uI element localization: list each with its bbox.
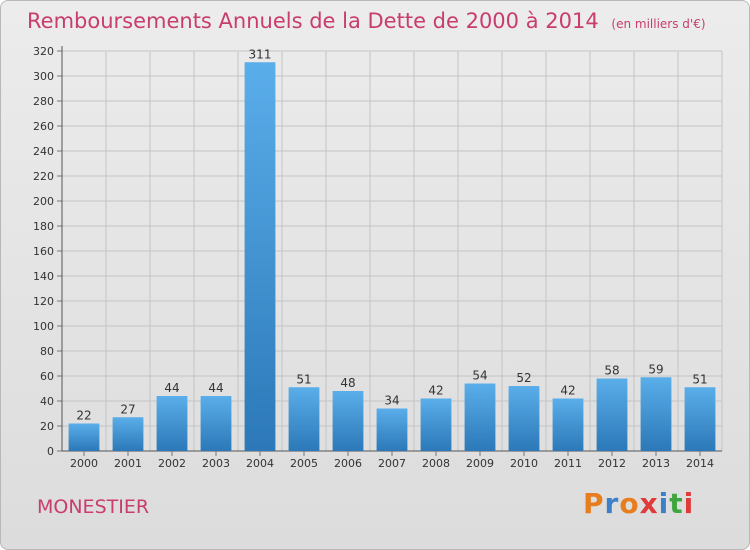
bar <box>200 396 232 451</box>
bar <box>244 62 276 451</box>
bar <box>508 386 540 451</box>
bar <box>640 377 672 451</box>
y-tick-label: 60 <box>40 370 54 383</box>
data-label: 54 <box>472 369 487 383</box>
logo-letter: i <box>683 487 695 520</box>
data-labels: 22 27 44 44 311 51 48 34 42 54 52 42 58 59 51 <box>76 47 707 422</box>
y-tick-label: 240 <box>33 145 54 158</box>
data-label: 22 <box>76 409 91 423</box>
bar <box>420 398 452 451</box>
chart-title: Remboursements Annuels de la Dette de 20… <box>27 9 706 33</box>
x-tick-label: 2008 <box>422 457 450 470</box>
logo-letter: r <box>604 487 620 520</box>
logo-letter: t <box>669 487 684 520</box>
logo-letter: o <box>619 487 640 520</box>
y-tick-label: 260 <box>33 120 54 133</box>
x-tick-label: 2013 <box>642 457 670 470</box>
x-tick-label: 2012 <box>598 457 626 470</box>
data-label: 44 <box>208 381 223 395</box>
bar <box>112 417 144 451</box>
y-tick-label: 160 <box>33 245 54 258</box>
y-tick-label: 140 <box>33 270 54 283</box>
y-tick-label: 80 <box>40 345 54 358</box>
x-tick-label: 2007 <box>378 457 406 470</box>
logo-letter: P <box>583 487 605 520</box>
bar <box>288 387 320 451</box>
bar <box>156 396 188 451</box>
y-tick-label: 320 <box>33 45 54 58</box>
data-label: 42 <box>428 384 443 398</box>
x-tick-label: 2003 <box>202 457 230 470</box>
y-tick-label: 280 <box>33 95 54 108</box>
x-tick-label: 2010 <box>510 457 538 470</box>
logo-letter: x <box>639 487 659 520</box>
y-tick-label: 300 <box>33 70 54 83</box>
data-label: 59 <box>648 362 663 376</box>
x-tick-label: 2000 <box>70 457 98 470</box>
bar <box>464 383 496 451</box>
y-tick-label: 20 <box>40 420 54 433</box>
y-tick-label: 200 <box>33 195 54 208</box>
x-tick-label: 2001 <box>114 457 142 470</box>
bar <box>552 398 584 451</box>
data-label: 27 <box>120 402 135 416</box>
y-tick-label: 180 <box>33 220 54 233</box>
data-label: 42 <box>560 384 575 398</box>
data-label: 52 <box>516 371 531 385</box>
x-tick-label: 2005 <box>290 457 318 470</box>
x-tick-label: 2006 <box>334 457 362 470</box>
bars <box>68 62 716 451</box>
y-tick-label: 120 <box>33 295 54 308</box>
bar <box>68 423 100 451</box>
data-label: 34 <box>384 394 399 408</box>
chart-title-text: Remboursements Annuels de la Dette de 20… <box>27 9 599 33</box>
data-label: 51 <box>692 372 707 386</box>
x-tick-label: 2002 <box>158 457 186 470</box>
bar <box>376 408 408 451</box>
data-label: 44 <box>164 381 179 395</box>
x-tick-label: 2004 <box>246 457 274 470</box>
data-label: 51 <box>296 372 311 386</box>
y-tick-label: 100 <box>33 320 54 333</box>
logo-letter: i <box>658 487 670 520</box>
data-label: 58 <box>604 364 619 378</box>
y-tick-label: 220 <box>33 170 54 183</box>
y-tick-label: 0 <box>47 445 54 458</box>
y-tick-label: 40 <box>40 395 54 408</box>
proxiti-logo: Proxiti <box>583 487 694 520</box>
data-label: 311 <box>249 47 272 61</box>
bar <box>332 391 364 451</box>
x-tick-label: 2014 <box>686 457 714 470</box>
bar <box>684 387 716 451</box>
chart-unit: (en milliers d'€) <box>611 17 706 31</box>
bar <box>596 378 628 451</box>
commune-name: MONESTIER <box>37 496 150 518</box>
x-tick-label: 2011 <box>554 457 582 470</box>
x-tick-label: 2009 <box>466 457 494 470</box>
data-label: 48 <box>340 376 355 390</box>
